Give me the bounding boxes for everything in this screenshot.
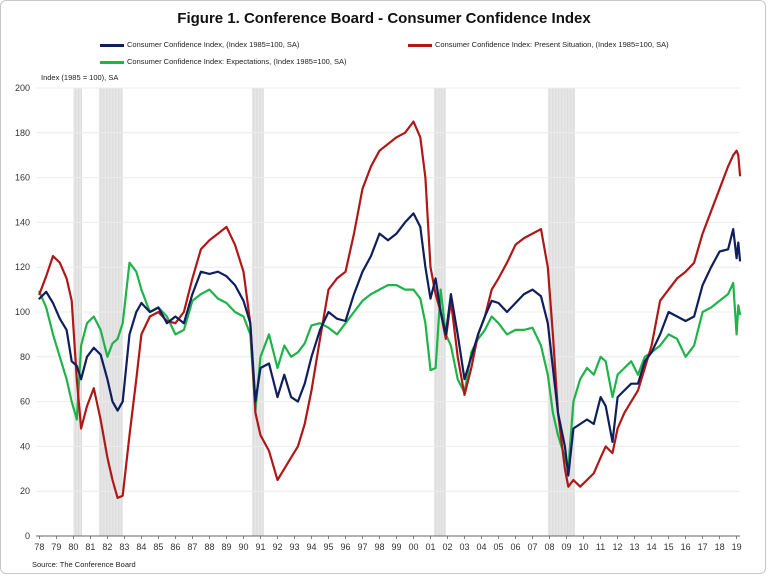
y-tick-label-200: 200 xyxy=(15,83,30,93)
legend-label-present-situation: Consumer Confidence Index: Present Situa… xyxy=(435,40,669,49)
series-line-expectations xyxy=(38,261,742,470)
y-tick-label-100: 100 xyxy=(15,307,30,317)
y-tick-label-0: 0 xyxy=(25,531,30,541)
legend-swatch-expectations xyxy=(100,60,124,64)
x-tick-label-91: 91 xyxy=(255,542,265,552)
x-tick-label-09: 09 xyxy=(562,542,572,552)
x-tick-label-10: 10 xyxy=(579,542,589,552)
x-tick-label-82: 82 xyxy=(102,542,112,552)
x-tick-label-78: 78 xyxy=(34,542,44,552)
x-tick-label-96: 96 xyxy=(340,542,350,552)
y-tick-label-60: 60 xyxy=(20,397,30,407)
x-tick-label-83: 83 xyxy=(119,542,129,552)
x-tick-label-14: 14 xyxy=(647,542,657,552)
x-tick-label-97: 97 xyxy=(357,542,367,552)
series-line-consumer-confidence xyxy=(38,212,742,477)
x-tick-label-06: 06 xyxy=(511,542,521,552)
x-tick-label-88: 88 xyxy=(204,542,214,552)
x-tick-label-18: 18 xyxy=(715,542,725,552)
y-tick-label-140: 140 xyxy=(15,217,30,227)
legend-item-expectations: Consumer Confidence Index: Expectations,… xyxy=(100,57,347,66)
x-tick-label-80: 80 xyxy=(68,542,78,552)
x-tick-label-93: 93 xyxy=(289,542,299,552)
x-tick-label-89: 89 xyxy=(221,542,231,552)
chart-title: Figure 1. Conference Board - Consumer Co… xyxy=(177,10,591,27)
y-axis-unit-label: Index (1985 = 100), SA xyxy=(41,73,119,82)
x-tick-label-84: 84 xyxy=(136,542,146,552)
x-tick-label-15: 15 xyxy=(664,542,674,552)
x-tick-label-94: 94 xyxy=(306,542,316,552)
legend-swatch-present-situation xyxy=(408,43,432,47)
x-tick-label-99: 99 xyxy=(391,542,401,552)
legend-item-consumer-confidence: Consumer Confidence Index, (Index 1985=1… xyxy=(100,40,299,49)
legend-swatch-consumer-confidence xyxy=(100,43,124,47)
x-tick-label-05: 05 xyxy=(494,542,504,552)
legend-label-expectations: Consumer Confidence Index: Expectations,… xyxy=(127,57,347,66)
x-tick-label-08: 08 xyxy=(545,542,555,552)
x-tick-label-11: 11 xyxy=(596,542,605,552)
y-tick-label-20: 20 xyxy=(20,486,30,496)
y-tick-label-80: 80 xyxy=(20,352,30,362)
x-tick-label-19: 19 xyxy=(732,542,742,552)
x-tick-label-12: 12 xyxy=(613,542,623,552)
x-tick-label-04: 04 xyxy=(477,542,487,552)
x-tick-label-02: 02 xyxy=(443,542,453,552)
y-tick-label-180: 180 xyxy=(15,128,30,138)
x-tick-label-85: 85 xyxy=(153,542,163,552)
x-tick-label-79: 79 xyxy=(51,542,61,552)
x-tick-label-90: 90 xyxy=(238,542,248,552)
x-tick-label-00: 00 xyxy=(408,542,418,552)
source-note: Source: The Conference Board xyxy=(32,560,136,569)
x-tick-label-92: 92 xyxy=(272,542,282,552)
legend-label-consumer-confidence: Consumer Confidence Index, (Index 1985=1… xyxy=(127,40,300,49)
x-tick-label-01: 01 xyxy=(426,542,436,552)
x-tick-label-86: 86 xyxy=(170,542,180,552)
y-tick-label-160: 160 xyxy=(15,173,30,183)
x-tick-label-07: 07 xyxy=(528,542,538,552)
x-tick-label-95: 95 xyxy=(323,542,333,552)
legend-item-present-situation: Consumer Confidence Index: Present Situa… xyxy=(408,40,669,49)
x-tick-label-87: 87 xyxy=(187,542,197,552)
x-tick-label-81: 81 xyxy=(85,542,95,552)
x-tick-label-17: 17 xyxy=(698,542,708,552)
x-tick-label-13: 13 xyxy=(630,542,640,552)
series-line-present-situation xyxy=(38,120,742,499)
y-tick-label-120: 120 xyxy=(15,262,30,272)
x-tick-label-98: 98 xyxy=(374,542,384,552)
y-tick-label-40: 40 xyxy=(20,441,30,451)
x-tick-label-03: 03 xyxy=(460,542,470,552)
x-tick-label-16: 16 xyxy=(681,542,691,552)
